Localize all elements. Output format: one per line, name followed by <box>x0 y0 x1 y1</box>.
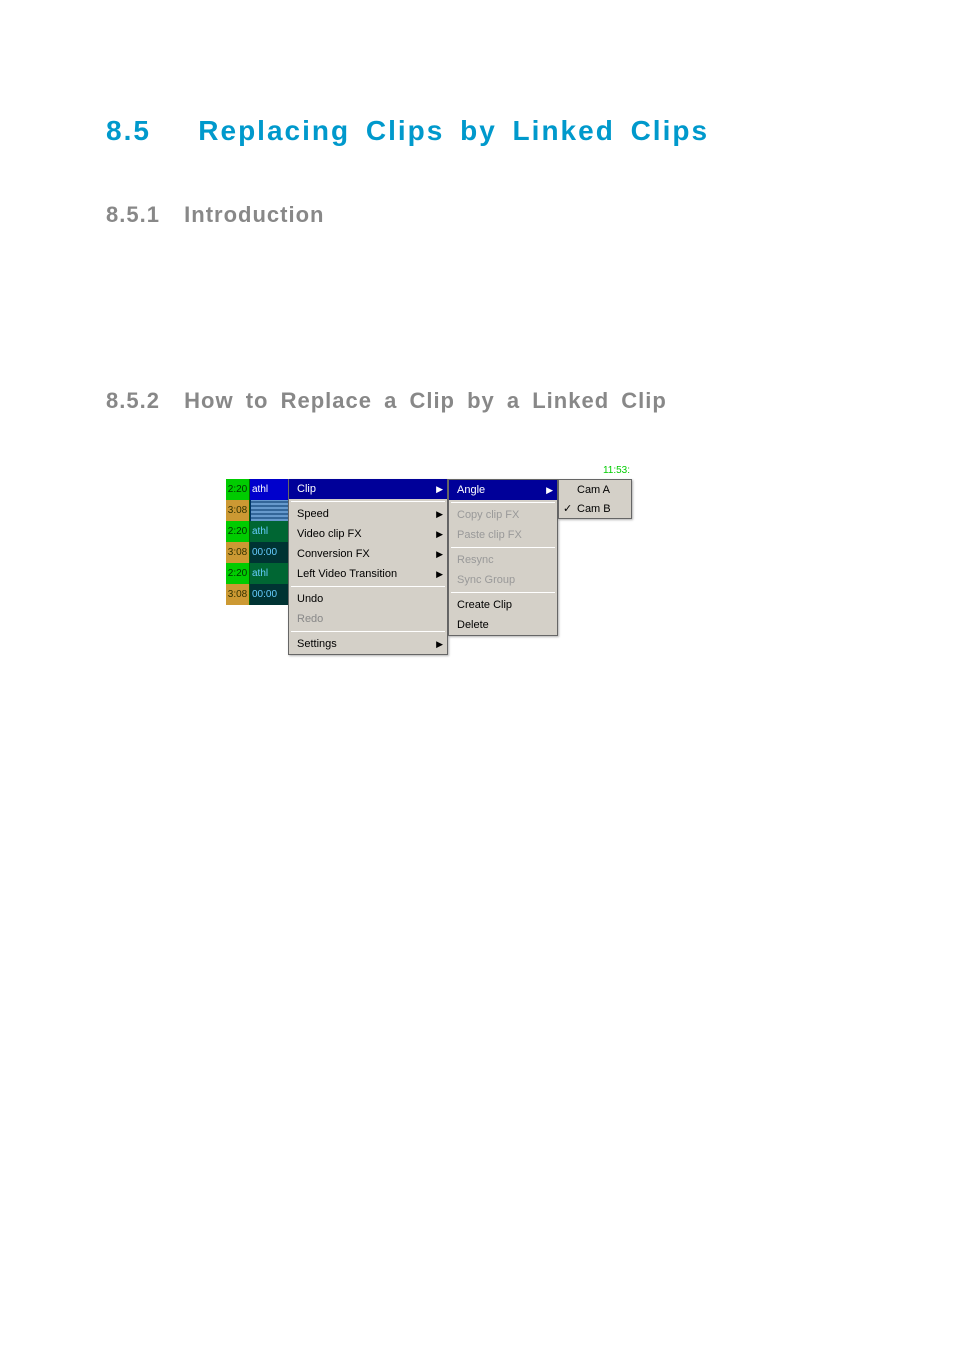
timeline-row: 2:20athl <box>226 563 288 584</box>
timeline-time-cell: 2:20 <box>226 521 250 542</box>
menu-divider <box>291 501 445 502</box>
submenu-item-angle[interactable]: Angle ▶ <box>449 480 557 500</box>
angle-item-label: Cam A <box>577 484 610 496</box>
submenu-item-delete[interactable]: Delete <box>449 615 557 635</box>
submenu-item-copy-clip-fx: Copy clip FX <box>449 505 557 525</box>
submenu-arrow-icon: ▶ <box>436 509 443 520</box>
submenu-item-label: Paste clip FX <box>457 529 522 541</box>
context-menu-screenshot: 2:20athl3:082:20athl3:0800:002:20athl3:0… <box>226 479 848 655</box>
section-number: 8.5 <box>106 115 151 146</box>
timeline-row: 3:08 <box>226 500 288 521</box>
subsection-2-title: How to Replace a Clip by a Linked Clip <box>184 388 667 413</box>
timeline-label-cell: athl <box>250 479 288 500</box>
menu-item-label: Speed <box>297 508 329 520</box>
submenu-item-label: Delete <box>457 619 489 631</box>
timeline-row: 3:0800:00 <box>226 542 288 563</box>
submenu-item-sync-group: Sync Group <box>449 570 557 590</box>
submenu-arrow-icon: ▶ <box>436 569 443 580</box>
timeline-tracks: 2:20athl3:082:20athl3:0800:002:20athl3:0… <box>226 479 288 655</box>
timeline-time-cell: 3:08 <box>226 542 250 563</box>
timeline-label-cell: athl <box>250 521 288 542</box>
angle-submenu-wrapper: 11:53: Cam A✓Cam B <box>558 479 632 655</box>
submenu-item-label: Angle <box>457 484 485 496</box>
subsection-2-heading: 8.5.2 How to Replace a Clip by a Linked … <box>106 388 848 414</box>
submenu-item-label: Copy clip FX <box>457 509 519 521</box>
menu-item-settings[interactable]: Settings ▶ <box>289 634 447 654</box>
menu-item-video-clip-fx[interactable]: Video clip FX ▶ <box>289 524 447 544</box>
angle-submenu: Cam A ✓ Cam B <box>558 479 632 519</box>
submenu-item-label: Create Clip <box>457 599 512 611</box>
timeline-time-cell: 2:20 <box>226 563 250 584</box>
timeline-row: 2:20athl <box>226 479 288 500</box>
menu-divider <box>291 586 445 587</box>
menu-item-label: Redo <box>297 613 323 625</box>
subsection-1-number: 8.5.1 <box>106 202 160 227</box>
menu-item-label: Left Video Transition <box>297 568 397 580</box>
menu-item-speed[interactable]: Speed ▶ <box>289 504 447 524</box>
submenu-item-label: Sync Group <box>457 574 515 586</box>
submenu-item-paste-clip-fx: Paste clip FX <box>449 525 557 545</box>
timeline-label-cell <box>250 500 288 521</box>
menu-item-conversion-fx[interactable]: Conversion FX ▶ <box>289 544 447 564</box>
menu-item-label: Video clip FX <box>297 528 362 540</box>
context-menu: Clip▶Speed▶Video clip FX▶Conversion FX▶L… <box>288 479 448 655</box>
angle-item-label: Cam B <box>577 503 611 515</box>
timecode-label: 11:53: <box>603 465 630 476</box>
submenu-item-label: Resync <box>457 554 494 566</box>
section-heading: 8.5 Replacing Clips by Linked Clips <box>106 115 848 147</box>
timeline-time-cell: 2:20 <box>226 479 250 500</box>
angle-item-cam-a[interactable]: Cam A <box>559 480 631 499</box>
submenu-arrow-icon: ▶ <box>436 549 443 560</box>
submenu-item-resync: Resync <box>449 550 557 570</box>
menu-item-label: Settings <box>297 638 337 650</box>
menu-divider <box>451 547 555 548</box>
timeline-time-cell: 3:08 <box>226 584 250 605</box>
menu-item-clip[interactable]: Clip ▶ <box>289 479 447 499</box>
section-title-text: Replacing Clips by Linked Clips <box>198 115 709 146</box>
check-icon: ✓ <box>563 502 572 515</box>
subsection-1-heading: 8.5.1 Introduction <box>106 202 848 228</box>
menu-divider <box>451 502 555 503</box>
subsection-1-title: Introduction <box>184 202 324 227</box>
timeline-row: 2:20athl <box>226 521 288 542</box>
menu-item-left-video-transition[interactable]: Left Video Transition ▶ <box>289 564 447 584</box>
menu-item-label: Conversion FX <box>297 548 370 560</box>
angle-item-cam-b[interactable]: ✓ Cam B <box>559 499 631 518</box>
menu-item-label: Undo <box>297 593 323 605</box>
submenu-item-create-clip[interactable]: Create Clip <box>449 595 557 615</box>
menu-item-redo[interactable]: Redo <box>289 609 447 629</box>
submenu-arrow-icon: ▶ <box>436 639 443 650</box>
menu-divider <box>291 631 445 632</box>
subsection-2-number: 8.5.2 <box>106 388 160 413</box>
timeline-row: 3:0800:00 <box>226 584 288 605</box>
submenu-arrow-icon: ▶ <box>436 484 443 495</box>
timeline-label-cell: 00:00 <box>250 542 288 563</box>
timeline-label-cell: 00:00 <box>250 584 288 605</box>
timeline-time-cell: 3:08 <box>226 500 250 521</box>
menu-divider <box>451 592 555 593</box>
submenu-arrow-icon: ▶ <box>436 529 443 540</box>
menu-item-undo[interactable]: Undo <box>289 589 447 609</box>
timeline-label-cell: athl <box>250 563 288 584</box>
clip-submenu: Angle ▶ Copy clip FX Paste clip FX Resync Syn… <box>448 479 558 636</box>
submenu-arrow-icon: ▶ <box>546 485 553 496</box>
menu-item-label: Clip <box>297 483 316 495</box>
